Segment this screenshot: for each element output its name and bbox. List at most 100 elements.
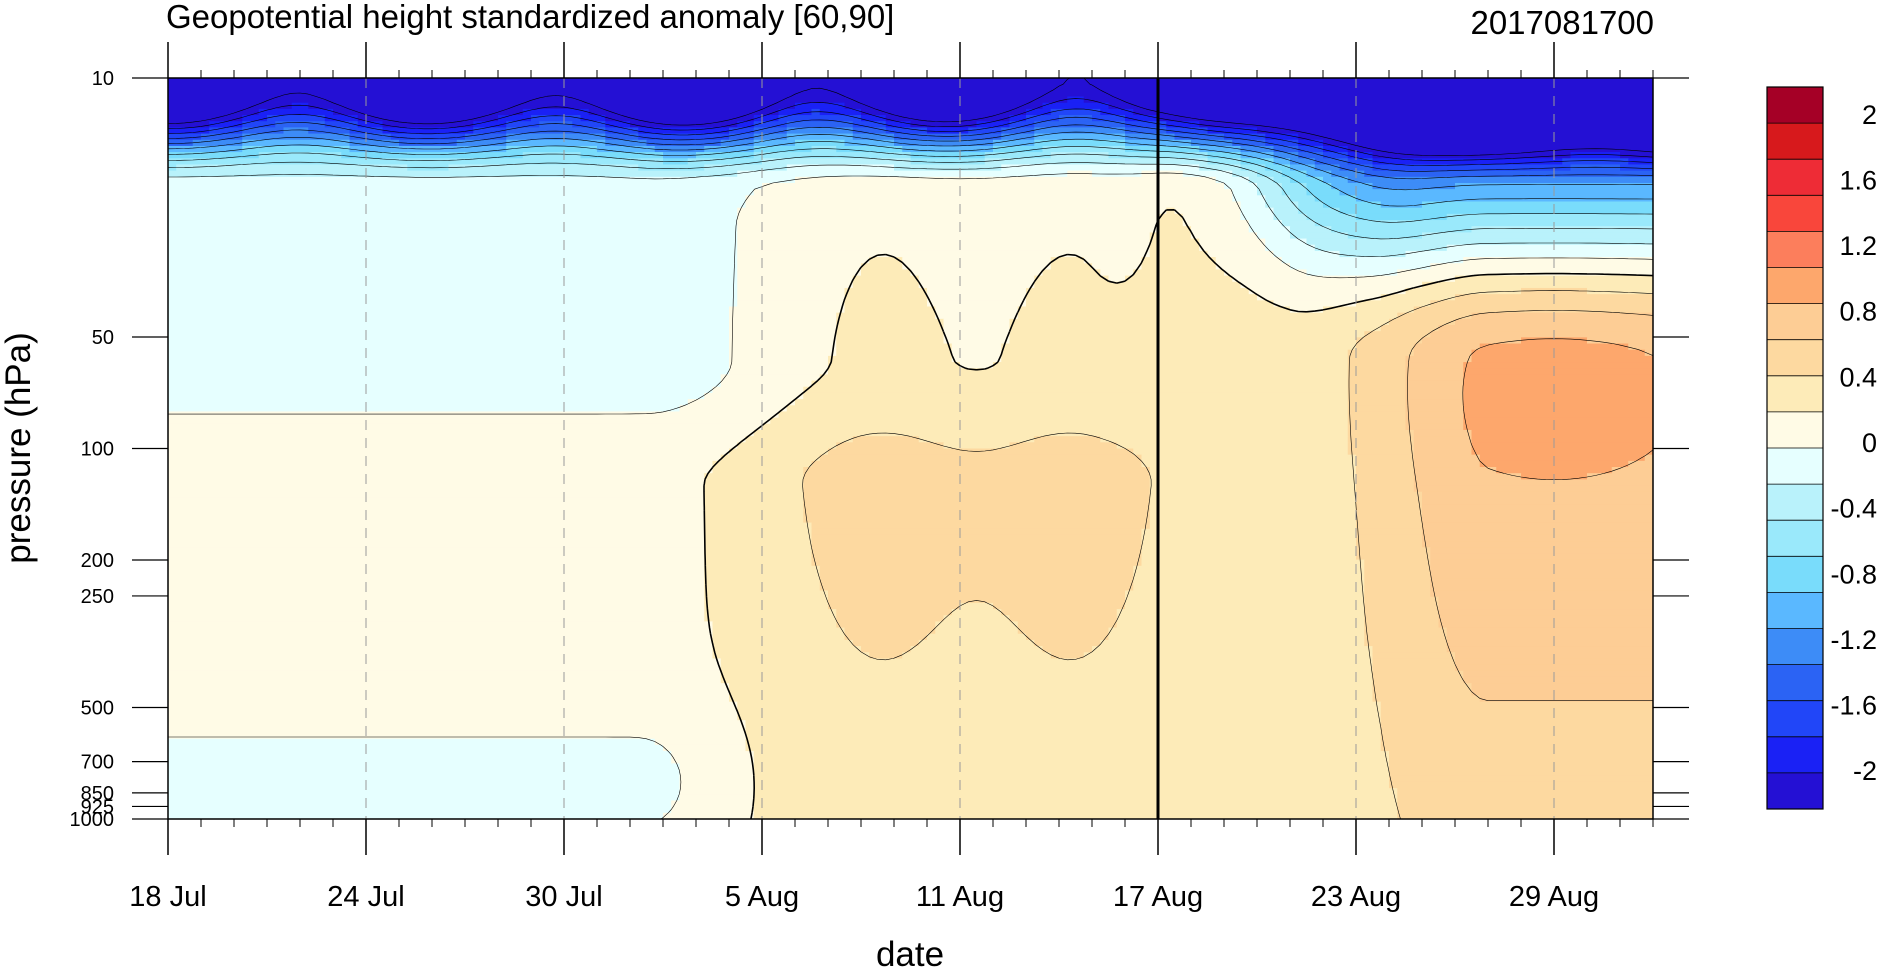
contour-fill-cell [1620,152,1653,159]
contour-fill-cell [1149,491,1357,499]
contour-fill-cell [671,800,755,808]
contour-fill-cell [1149,479,1357,487]
contour-line [168,98,1653,161]
contour-fill-cell [1026,300,1275,308]
contour-fill-cell [1364,615,1440,622]
contour-fill-cell [1042,646,1093,653]
contour-fill-cell [927,294,1027,301]
contour-fill-cell [753,800,1398,808]
contour-fill-cell [704,485,804,493]
contour-fill-cell [1347,448,1415,456]
contour-fill-cell [168,263,738,271]
contour-fill-cell [168,306,730,314]
contour-fill-cell [1009,442,1118,450]
contour-fill-cell [951,355,1002,363]
contour-fill-cell [168,510,705,518]
contour-fill-cell [1397,269,1653,277]
contour-fill-cell [844,102,1044,110]
contour-fill-cell [1422,522,1653,530]
contour-line [168,108,1653,166]
x-tick-label: 5 Aug [725,881,799,913]
contour-line [1407,310,1653,701]
contour-fill-cell [753,769,1390,777]
contour-fill-cell [1397,812,1653,819]
contour-fill-cell [1149,485,1357,493]
contour-fill-cell [1380,744,1653,752]
contour-fill-cell [1125,275,1233,283]
contour-fill-cell [1149,467,1357,474]
contour-fill-cell [1050,652,1085,660]
contour-fill-cell [737,281,854,289]
contour-fill-cell [1628,460,1653,468]
contour-fill-cell [1372,646,1448,653]
contour-fill-cell [1356,467,1415,474]
contour-fill-cell [704,528,813,536]
contour-fill-cell [638,127,730,135]
contour-fill-cell [1306,213,1357,221]
contour-fill-cell [828,448,1134,456]
contour-fill-cell [729,343,837,351]
contour-fill-cell [960,602,994,610]
contour-fill-cell [1141,534,1357,542]
contour-fill-cell [1100,108,1134,116]
contour-fill-cell [1364,584,1431,592]
colorbar-swatch [1767,375,1823,413]
contour-fill-cell [1364,627,1448,635]
colorbar-swatch [1767,700,1823,738]
contour-fill-cell [778,108,813,116]
contour-fill-cell [1240,201,1266,209]
contour-fill-cell [1067,170,1093,178]
contour-fill-cell [1471,355,1653,363]
contour-fill-cell [1281,170,1308,178]
contour-fill-cell [1290,263,1431,271]
contour-fill-cell [1347,399,1407,406]
contour-fill-cell [951,343,1002,351]
contour-fill-cell [168,775,681,783]
colorbar-label: 2 [1862,100,1877,130]
contour-fill-cell [679,763,755,771]
contour-fill-cell [1108,275,1126,283]
contour-fill-cell [1364,609,1440,616]
contour-fill-cell [1356,547,1431,555]
contour-fill-cell [1413,473,1522,480]
contour-fill-cell [630,121,738,128]
contour-fill-cell [1207,250,1275,258]
contour-fill-cell [1430,572,1653,579]
contour-fill-cell [168,800,672,808]
contour-fill-cell [1257,232,1291,240]
contour-fill-cell [168,152,260,159]
contour-fill-cell [1471,226,1653,233]
contour-fill-cell [1182,170,1233,178]
contour-fill-cell [1430,590,1653,598]
contour-fill-cell [927,287,1027,295]
contour-fill-cell [704,510,804,518]
contour-fill-cell [168,362,730,369]
contour-fill-cell [803,392,1349,400]
contour-fill-cell [1372,664,1456,672]
contour-fill-cell [1050,152,1110,159]
contour-fill-cell [1347,152,1374,159]
contour-fill-cell [828,362,961,369]
contour-fill-cell [1347,349,1415,357]
contour-fill-cell [1430,565,1653,573]
contour-fill-cell [968,127,1002,135]
contour-fill-cell [1611,467,1653,474]
contour-fill-cell [168,429,755,437]
contour-fill-cell [737,701,1382,709]
colorbar-label: -1.6 [1830,691,1877,721]
contour-fill-cell [712,386,804,394]
contour-fill-cell [679,405,788,413]
contour-fill-cell [506,127,606,135]
contour-fill-cell [1430,578,1653,585]
contour-fill-cell [1257,127,1653,135]
contour-fill-cell [745,744,1382,752]
contour-fill-cell [1290,226,1332,233]
y-tick-label: 10 [92,68,114,90]
contour-fill-cell [811,108,821,116]
contour-fill-cell [168,226,738,233]
contour-fill-cell [168,695,730,703]
contour-fill-cell [836,615,945,622]
contour-fill-cell [168,238,738,246]
contour-fill-cell [737,244,1151,252]
contour-fill-cell [168,158,664,166]
